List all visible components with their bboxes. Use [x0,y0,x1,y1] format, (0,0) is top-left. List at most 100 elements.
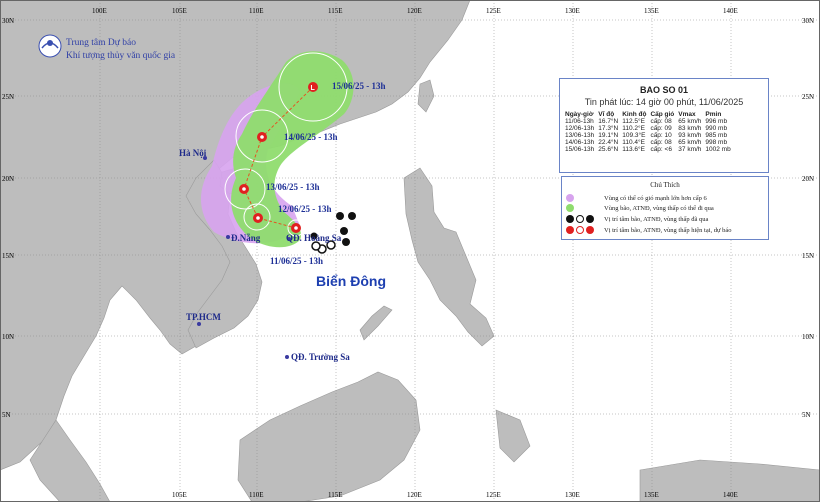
past-position-icon [342,238,350,246]
table-cell: 25.6°N [598,146,619,153]
table-cell: 998 mb [705,139,728,146]
storm-zone [231,51,354,248]
table-cell: 110.2°E [622,125,645,132]
lon-label: 120E [407,491,422,499]
table-cell: 65 km/h [678,139,702,146]
lon-label: 130E [565,491,580,499]
storm-current-icon [291,223,301,233]
city-label-hcm: TP.HCM [186,312,221,322]
lon-label: 100E [92,7,107,15]
table-cell: cấp: <6 [650,146,672,153]
table-cell: 109.3°E [622,132,646,139]
table-cell: 16.7°N [598,118,619,125]
past-position-icon [326,240,336,250]
table-cell: 11/06-13h [565,118,594,125]
legend-item-label: Vùng bão, ATNĐ, vùng thấp có thể đi qua [604,204,714,212]
lon-label: 105E [172,491,187,499]
nchmf-logo [38,34,62,58]
forecast-circle [224,168,266,210]
storm-forecast-icon [257,132,267,142]
table-row: 15/06-13h 25.6°N 113.6°E cấp: <6 37 km/h 1002… [563,146,733,153]
forecast-storm-icon [566,226,574,234]
lat-label: 5N [802,411,811,419]
legend-item: Vùng bão, ATNĐ, vùng thấp có thể đi qua [566,203,714,213]
hanoi-marker [203,156,207,160]
lon-labels-top: 100E 105E 110E 115E 120E 125E 130E 135E … [92,7,738,15]
org-name-line2: Khí tượng thủy văn quốc gia [66,50,176,61]
past-position-icon [311,241,321,251]
land-malay [29,419,111,502]
org-name-line1: Trung tâm Dự báo [66,38,136,48]
table-cell: 1002 mb [705,146,731,153]
past-position-icon [348,212,356,220]
table-cell: cấp: 08 [650,118,672,125]
storm-forecast-icon [239,184,249,194]
city-label-danang: Đ.Nẵng [231,233,261,243]
lon-label: 140E [723,7,738,15]
col-header: Cấp gió [650,111,675,118]
land-philippines [403,167,495,347]
table-cell: 65 km/h [678,118,702,125]
lon-labels-bottom: 105E 110E 115E 120E 125E 130E 135E 140E [172,491,738,499]
hcm-marker [197,322,201,326]
city-label-hanoi: Hà Nội [179,148,207,158]
table-cell: cấp: 10 [650,132,672,139]
lon-label: 120E [407,7,422,15]
legend-item: Vị trí tâm bão, ATNĐ, vùng thấp hiện tại… [566,225,732,235]
bulletin-title: BAO SO 01 [639,85,688,95]
bulletin-box: BAO SO 01 Tin phát lúc: 14 giờ 00 phút, … [559,78,769,173]
legend-title: Chú Thích [650,181,680,189]
past-depression-icon [576,215,584,223]
purple-zone-icon [566,194,574,202]
forecast-circles [224,52,348,237]
lat-label: 20N [802,175,814,183]
table-cell: 990 mb [705,125,728,132]
table-row: 12/06-13h 17.3°N 110.2°E cấp: 09 83 km/h 990 … [563,125,733,132]
lon-label: 140E [723,491,738,499]
lat-label: 30N [2,17,14,25]
land-palawan [359,305,393,341]
legend-item-label: Vùng có thể có gió mạnh lớn hơn cấp 6 [604,194,707,202]
table-cell: 83 km/h [678,125,702,132]
lon-label: 110E [249,7,264,15]
lat-labels-left: 30N 25N 20N 15N 10N 5N [2,17,14,419]
col-header: Vmax [678,111,696,118]
legend-item-label: Vị trí tâm bão, ATNĐ, vùng thấp hiện tại… [604,226,732,234]
table-cell: 12/06-13h [565,125,595,132]
lat-label: 10N [802,333,814,341]
lat-labels-right: 30N 25N 20N 15N 10N 5N [802,17,814,419]
table-cell: 93 km/h [678,132,702,139]
col-header: Pmin [705,111,722,118]
lat-label: 10N [2,333,14,341]
table-cell: 14/06-13h [565,139,595,146]
legend-item-label: Vị trí tâm bão, ATNĐ, vùng thấp đã qua [604,215,709,223]
table-cell: 19.1°N [598,132,619,139]
lon-label: 125E [486,491,501,499]
table-row: 14/06-13h 22.4°N 110.4°E cấp: 08 65 km/h 998 … [563,139,733,146]
table-cell: 22.4°N [598,139,619,146]
past-position-icon [310,232,318,240]
table-cell: cấp: 08 [650,139,672,146]
table-row: 11/06-13h 16.7°N 112.5°E cấp: 08 65 km/h 996 … [563,118,733,125]
table-row: 13/06-13h 19.1°N 109.3°E cấp: 10 93 km/h 985 … [563,132,733,139]
col-header: Kinh độ [622,111,647,118]
land-borneo [237,371,421,502]
lat-label: 30N [802,17,814,25]
forecast-circle [235,109,289,163]
forecast-positions: L [239,82,318,233]
track-label: 14/06/25 - 13h [284,132,338,142]
lon-label: 125E [486,7,501,15]
past-position-icon [336,212,344,220]
lon-label: 135E [644,7,659,15]
lon-label: 110E [249,491,264,499]
lat-label: 25N [2,93,14,101]
lat-label: 5N [2,411,11,419]
forecast-circle [287,219,305,237]
track-label: 13/06/25 - 13h [266,182,320,192]
lon-label: 115E [328,7,343,15]
legend-item: Vùng có thể có gió mạnh lớn hơn cấp 6 [566,193,707,203]
table-cell: 985 mb [705,132,728,139]
past-storm-icon [566,215,574,223]
track-label: 15/06/25 - 13h [332,81,386,91]
table-cell: 15/06-13h [565,146,595,153]
